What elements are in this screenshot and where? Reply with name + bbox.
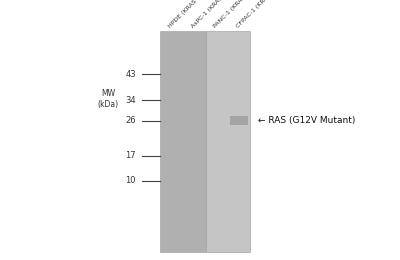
Text: AsPC-1 (KRAS G12D): AsPC-1 (KRAS G12D) <box>190 0 239 29</box>
Text: HPDE (KRAS WT): HPDE (KRAS WT) <box>168 0 208 29</box>
Text: 26: 26 <box>125 116 136 125</box>
Text: ← RAS (G12V Mutant): ← RAS (G12V Mutant) <box>258 116 355 125</box>
Text: CFPAC-1 (KRAS G12V): CFPAC-1 (KRAS G12V) <box>235 0 287 29</box>
Bar <box>230 116 248 126</box>
Text: MW
(kDa): MW (kDa) <box>98 89 118 109</box>
Text: 43: 43 <box>125 70 136 79</box>
Text: 34: 34 <box>125 96 136 105</box>
Bar <box>206 31 250 252</box>
Text: 10: 10 <box>126 176 136 185</box>
Text: PANC-1 (KRAS G12D): PANC-1 (KRAS G12D) <box>213 0 262 29</box>
Bar <box>160 31 206 252</box>
Text: 17: 17 <box>125 152 136 160</box>
